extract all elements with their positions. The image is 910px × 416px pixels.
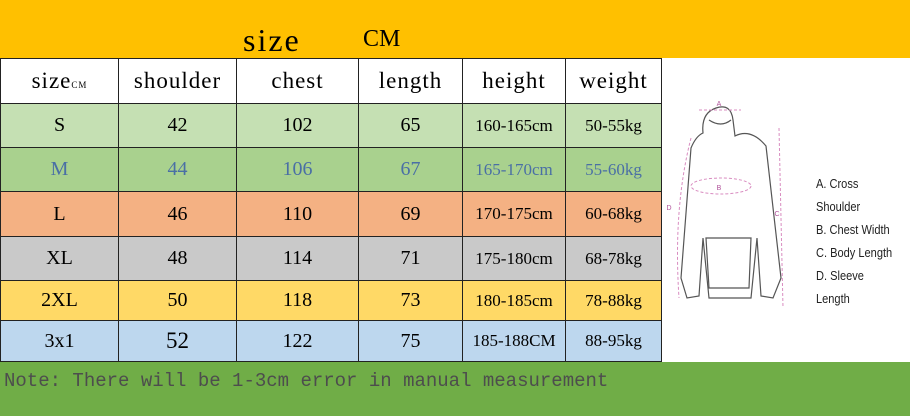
mark-a: A [717, 101, 722, 108]
size-row: XL 48 114 71 175-180cm 68-78kg [0, 236, 662, 281]
cell: 75 [358, 320, 463, 362]
cell: 175-180cm [462, 236, 566, 281]
header-text: chest [271, 68, 324, 93]
title-band: size CM [0, 0, 910, 58]
header-cell: chest [236, 58, 359, 104]
legend-item: C. Body Length [816, 245, 893, 260]
mark-c: C [774, 211, 779, 218]
cell: 110 [236, 191, 359, 237]
size-row: M 44 106 67 165-170cm 55-60kg [0, 147, 662, 192]
cell: 122 [236, 320, 359, 362]
cell: 65 [358, 103, 463, 148]
cell: 165-170cm [462, 147, 566, 192]
hoodie-diagram: A B C D [666, 101, 784, 309]
note: Note: There will be 1-3cm error in manua… [4, 370, 609, 392]
cell: 180-185cm [462, 280, 566, 321]
header-unit: CM [71, 80, 88, 90]
cell: 102 [236, 103, 359, 148]
cell: M [0, 147, 119, 192]
legend-item: D. Sleeve Length [816, 268, 864, 306]
size-row: 3x1 52 122 75 185-188CM 88-95kg [0, 320, 662, 362]
size-row: S 42 102 65 160-165cm 50-55kg [0, 103, 662, 148]
cell: 48 [118, 236, 237, 281]
cell: 67 [358, 147, 463, 192]
header-cell: sizeCM [0, 58, 119, 104]
cell: 50 [118, 280, 237, 321]
legend-item: A. Cross Shoulder [816, 176, 861, 214]
header-cell: shoulder [118, 58, 237, 104]
cell: 44 [118, 147, 237, 192]
header-text: length [378, 68, 443, 93]
legend: A. Cross Shoulder B. Chest Width C. Body L… [816, 172, 896, 310]
legend-item: B. Chest Width [816, 222, 890, 237]
cell: 73 [358, 280, 463, 321]
size-row: 2XL 50 118 73 180-185cm 78-88kg [0, 280, 662, 321]
cell: 160-165cm [462, 103, 566, 148]
cell: 55-60kg [565, 147, 662, 192]
cell: S [0, 103, 119, 148]
title: size [243, 22, 301, 58]
cell: 118 [236, 280, 359, 321]
cell: 185-188CM [462, 320, 566, 362]
header-cell: length [358, 58, 463, 104]
cell: 106 [236, 147, 359, 192]
cell: 78-88kg [565, 280, 662, 321]
cell: 2XL [0, 280, 119, 321]
size-table: sizeCM shoulder chest length height weight S 42… [0, 58, 662, 362]
cell: 69 [358, 191, 463, 237]
cell: 60-68kg [565, 191, 662, 237]
cell: 42 [118, 103, 237, 148]
header-text: weight [579, 68, 648, 93]
cell: 88-95kg [565, 320, 662, 362]
cell: 50-55kg [565, 103, 662, 148]
cell: 3x1 [0, 320, 119, 362]
mark-b: B [717, 185, 722, 192]
header-text: shoulder [133, 68, 222, 93]
header-row: sizeCM shoulder chest length height weight [0, 58, 662, 104]
cell: 71 [358, 236, 463, 281]
header-text: size [31, 68, 72, 93]
cell: 170-175cm [462, 191, 566, 237]
cell: 52 [118, 320, 237, 362]
mark-d: D [666, 205, 671, 212]
header-cell: weight [565, 58, 662, 104]
title-unit: CM [363, 26, 401, 52]
size-row: L 46 110 69 170-175cm 60-68kg [0, 191, 662, 237]
header-cell: height [462, 58, 566, 104]
cell: 114 [236, 236, 359, 281]
cell: XL [0, 236, 119, 281]
cell: 46 [118, 191, 237, 237]
header-text: height [482, 68, 546, 93]
note-band: Note: There will be 1-3cm error in manua… [0, 362, 910, 416]
cell: L [0, 191, 119, 237]
cell: 68-78kg [565, 236, 662, 281]
